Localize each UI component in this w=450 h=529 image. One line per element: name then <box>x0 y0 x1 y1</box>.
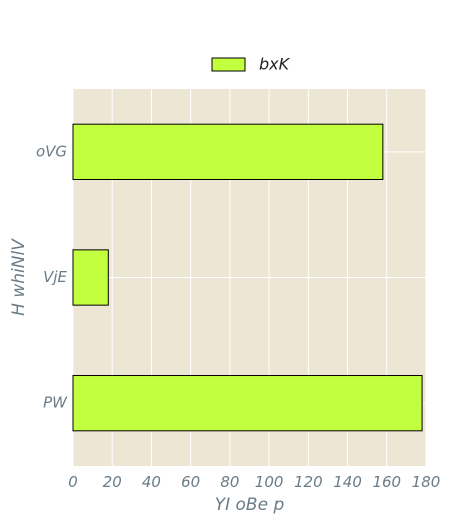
y-axis-label: H whiNlV <box>9 238 29 316</box>
legend-swatch-bxK <box>211 57 246 72</box>
legend: bxK <box>211 55 291 74</box>
x-tick-labels: 0 20 40 60 80 100 120 140 160 180 <box>68 473 440 491</box>
bar-PW <box>72 375 423 432</box>
x-tick-label-20: 20 <box>103 473 122 491</box>
x-tick-label-40: 40 <box>142 473 161 491</box>
y-tick-label-oVG: oVG <box>36 142 67 160</box>
x-tick-label-120: 120 <box>294 473 323 491</box>
x-tick-label-100: 100 <box>255 473 284 491</box>
bar-oVG <box>72 123 384 180</box>
y-tick-labels: oVG VjE PW <box>36 142 68 411</box>
legend-label-bxK: bxK <box>259 55 291 74</box>
y-tick-label-VjE: VjE <box>43 268 67 286</box>
x-tick-label-80: 80 <box>220 473 239 491</box>
bar-VjE <box>72 249 109 306</box>
x-tick-label-160: 160 <box>372 473 401 491</box>
x-tick-label-140: 140 <box>333 473 362 491</box>
x-axis-label: YI oBe p <box>215 495 285 515</box>
x-tick-label-180: 180 <box>412 473 441 491</box>
y-tick-label-PW: PW <box>43 394 68 412</box>
bars-group <box>72 123 423 432</box>
x-tick-label-60: 60 <box>181 473 200 491</box>
x-tick-label-0: 0 <box>68 473 78 491</box>
